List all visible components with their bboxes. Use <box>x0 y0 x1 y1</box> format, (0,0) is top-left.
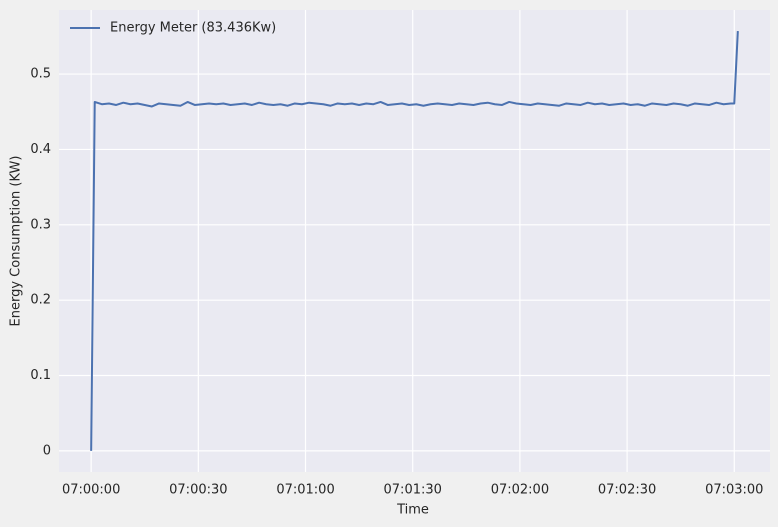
plot-area <box>59 10 770 472</box>
legend-label: Energy Meter (83.436Kw) <box>110 21 276 36</box>
x-tick-label: 07:00:00 <box>62 483 120 498</box>
y-tick-label: 0.1 <box>30 368 51 383</box>
x-tick-label: 07:02:00 <box>491 483 549 498</box>
x-tick-label: 07:03:00 <box>705 483 763 498</box>
x-tick-label: 07:02:30 <box>598 483 656 498</box>
y-tick-label: 0.4 <box>30 142 51 157</box>
data-line <box>90 31 739 451</box>
x-tick-label: 07:01:30 <box>384 483 442 498</box>
x-tick-label: 07:00:30 <box>169 483 227 498</box>
y-axis-label: Energy Consumption (KW) <box>9 156 24 327</box>
y-tick-label: 0.2 <box>30 293 51 308</box>
y-tick-label: 0.5 <box>30 67 51 82</box>
y-tick-label: 0.3 <box>30 217 51 232</box>
x-tick-label: 07:01:00 <box>276 483 334 498</box>
x-axis-label: Time <box>396 503 429 518</box>
y-tick-label: 0 <box>43 443 51 458</box>
